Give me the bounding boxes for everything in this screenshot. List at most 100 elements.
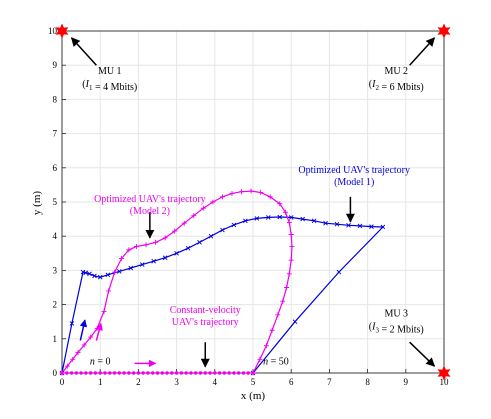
data-point-dot-marker (236, 371, 241, 375)
data-point-plus-marker (229, 190, 235, 196)
data-point-plus-marker (126, 247, 132, 253)
data-point-x-marker (220, 227, 225, 233)
annotation-text: (Model 1) (334, 177, 374, 188)
data-point-dot-marker (241, 371, 246, 375)
annotation-text: n = 0 (90, 356, 111, 367)
y-tick-label: 8 (53, 94, 58, 104)
data-point-dot-marker (131, 371, 136, 375)
data-point-dot-marker (189, 371, 193, 375)
data-point-x-marker (92, 273, 97, 279)
data-point-dot-marker (117, 371, 122, 375)
data-point-dot-marker (251, 371, 255, 375)
y-tick-label: 3 (53, 265, 58, 275)
data-point-dot-marker (170, 371, 174, 375)
data-point-plus-marker (289, 243, 295, 249)
mobile-user-label: MU 2 (384, 66, 408, 77)
annotation-text: UAV's trajectory (172, 317, 239, 328)
data-point-dot-marker (232, 371, 236, 375)
data-point-x-marker (336, 269, 342, 275)
arrow-icon (409, 341, 436, 367)
data-point-dot-marker (112, 371, 117, 375)
arrow-icon (95, 322, 103, 341)
x-tick-label: 5 (251, 377, 256, 387)
markers-layer (59, 188, 386, 376)
data-point-plus-marker (181, 220, 187, 226)
data-point-dot-marker (69, 371, 74, 375)
y-tick-label: 4 (53, 231, 58, 241)
data-point-dot-marker (74, 371, 79, 375)
mobile-user-label: (I2 = 6 Mbits) (369, 79, 424, 93)
y-tick-label: 5 (53, 197, 58, 207)
y-axis-label: y (m) (31, 191, 43, 215)
y-tick-label: 0 (53, 368, 58, 378)
data-point-plus-marker (81, 342, 87, 348)
x-tick-label: 4 (213, 377, 218, 387)
x-tick-label: 7 (327, 377, 332, 387)
tick-labels: 0 1 2 3 4 5 6 7 8 9 10 0 1 2 3 4 5 6 7 8 9 10 (48, 26, 449, 387)
data-point-dot-marker (208, 371, 212, 375)
data-point-plus-marker (288, 257, 294, 263)
x-tick-label: 3 (174, 377, 179, 387)
data-point-dot-marker (127, 371, 131, 375)
data-point-x-marker (128, 265, 134, 271)
data-point-x-marker (69, 321, 75, 326)
x-tick-label: 2 (136, 377, 141, 387)
data-point-plus-marker (64, 363, 70, 369)
y-tick-label: 2 (53, 300, 58, 310)
data-point-x-marker (323, 220, 328, 226)
data-point-x-marker (254, 216, 260, 221)
data-point-x-marker (197, 240, 202, 245)
arrow-icon (409, 37, 436, 66)
data-point-dot-marker (122, 371, 126, 375)
data-point-plus-marker (288, 231, 294, 237)
data-point-x-marker (243, 218, 248, 224)
data-point-dot-marker (136, 371, 141, 375)
data-point-plus-marker (277, 201, 283, 207)
data-point-x-marker (300, 216, 305, 222)
data-point-plus-marker (248, 188, 254, 194)
data-point-dot-marker (65, 371, 69, 375)
data-point-dot-marker (146, 371, 150, 375)
data-point-plus-marker (286, 271, 292, 277)
annotation-text: (Model 2) (130, 206, 170, 217)
data-point-x-marker (116, 269, 122, 274)
data-point-plus-marker (282, 209, 288, 215)
data-point-dot-marker (93, 371, 98, 375)
data-point-dot-marker (155, 371, 160, 375)
mobile-user-label: (I3 = 2 Mbits) (369, 322, 424, 336)
data-point-x-marker (151, 258, 156, 264)
data-point-plus-marker (172, 228, 178, 234)
data-point-x-marker (292, 319, 298, 325)
data-point-plus-marker (267, 194, 273, 200)
data-point-dot-marker (165, 371, 169, 375)
arrow-icon (79, 319, 88, 341)
data-point-dot-marker (203, 371, 207, 375)
x-tick-label: 1 (98, 377, 103, 387)
mobile-user-star-icon (437, 365, 451, 381)
y-tick-label: 1 (53, 334, 58, 344)
data-point-plus-marker (191, 213, 197, 219)
y-tick-label: 7 (53, 129, 58, 139)
data-point-dot-marker (179, 371, 184, 375)
data-point-x-marker (369, 224, 374, 229)
data-point-dot-marker (194, 371, 198, 375)
arrow-icon (70, 37, 97, 66)
x-tick-label: 6 (289, 377, 294, 387)
data-point-x-marker (80, 269, 86, 275)
x-tick-label: 9 (404, 377, 409, 387)
mobile-user-label: MU 1 (98, 66, 122, 77)
data-point-dot-marker (222, 371, 227, 375)
annotation-text: Optimized UAV's trajectory (94, 194, 206, 205)
data-point-x-marker (162, 255, 168, 261)
data-point-x-marker (311, 218, 317, 224)
data-point-dot-marker (246, 371, 250, 375)
x-axis-label: x (m) (241, 390, 265, 402)
data-point-plus-marker (88, 334, 94, 340)
data-point-plus-marker (284, 285, 290, 290)
data-point-x-marker (105, 272, 111, 278)
x-tick-label: 10 (440, 377, 450, 387)
data-point-x-marker (380, 224, 386, 230)
mobile-user-label: (I1 = 4 Mbits) (82, 79, 137, 93)
data-point-dot-marker (174, 371, 179, 375)
